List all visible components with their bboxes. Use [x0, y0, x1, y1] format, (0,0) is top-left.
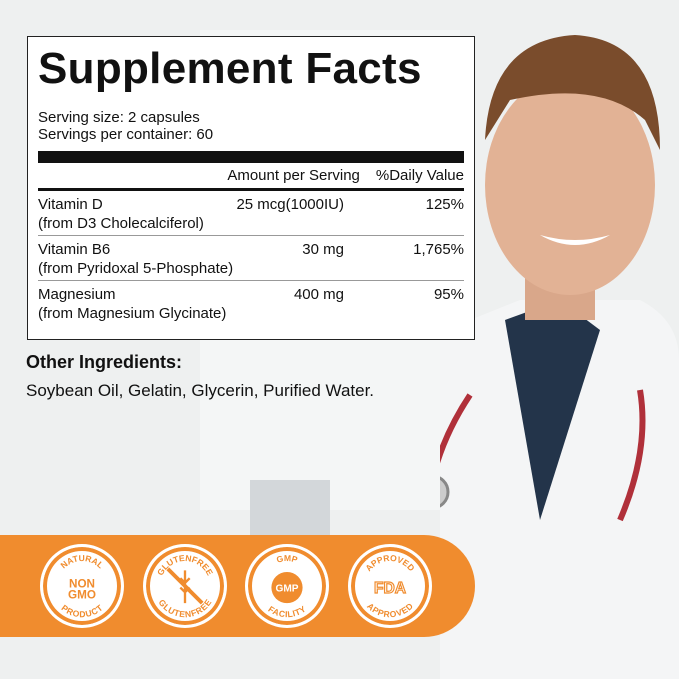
serving-size: Serving size: 2 capsules — [38, 109, 200, 126]
badge-top-text: NATURAL — [59, 553, 106, 570]
badge-center: GMP — [275, 583, 298, 594]
nutrient-name: Vitamin D — [38, 196, 103, 213]
nutrient-source: (from Pyridoxal 5-Phosphate) — [38, 260, 234, 277]
nutrient-dv: 125% — [425, 196, 464, 213]
badge-bottom-text: PRODUCT — [59, 602, 105, 619]
nutrient-dv: 95% — [433, 286, 464, 303]
table-header: Amount per Serving %Daily Value — [38, 163, 464, 191]
nutrient-amount: 25 mcg(1000IU) — [236, 196, 344, 213]
gluten-free-badge: GLUTENFREE GLUTENFREE — [143, 544, 227, 628]
badge-top-text: GMP — [275, 553, 299, 565]
non-gmo-badge: NATURAL PRODUCT NON GMO — [40, 544, 124, 628]
svg-text:GMO: GMO — [68, 588, 96, 601]
fda-approved-badge: APPROVED APPROVED FDA — [348, 544, 432, 628]
nutrient-amount: 30 mg — [302, 241, 344, 258]
nutrient-name: Magnesium — [38, 286, 116, 303]
nutrient-dv: 1,765% — [413, 241, 464, 258]
svg-text:FDA: FDA — [374, 580, 406, 597]
divider — [38, 151, 464, 163]
nutrient-source: (from Magnesium Glycinate) — [38, 305, 227, 322]
nutrient-table: Vitamin D 25 mcg(1000IU) 125% (from D3 Cho… — [38, 191, 464, 325]
nutrient-name: Vitamin B6 — [38, 241, 111, 258]
gmp-facility-badge: GMP FACILITY GMP — [245, 544, 329, 628]
other-ingredients-list: Soybean Oil, Gelatin, Glycerin, Purified… — [26, 381, 375, 400]
header-daily-value: %Daily Value — [375, 167, 464, 184]
table-row: Magnesium 400 mg 95% (from Magnesium Glyci… — [38, 281, 464, 325]
other-ingredients: Other Ingredients: Soybean Oil, Gelatin,… — [26, 352, 374, 401]
panel-title: Supplement Facts — [38, 44, 422, 93]
badge-bottom-text: FACILITY — [266, 604, 307, 620]
badge-bottom-text: APPROVED — [365, 601, 415, 620]
nutrient-source: (from D3 Cholecalciferol) — [38, 215, 204, 232]
servings-per-container: Servings per container: 60 — [38, 126, 214, 143]
other-ingredients-heading: Other Ingredients: — [26, 352, 183, 372]
supplement-facts-panel: Supplement Facts Serving size: 2 capsule… — [27, 36, 475, 340]
badge-band: NATURAL PRODUCT NON GMO GLUTENFREE GLUTEN… — [0, 535, 475, 637]
nutrient-amount: 400 mg — [293, 286, 344, 303]
doctor-photo — [440, 35, 679, 679]
table-row: Vitamin D 25 mcg(1000IU) 125% (from D3 Cho… — [38, 191, 464, 236]
svg-text:NON: NON — [69, 578, 95, 591]
header-amount: Amount per Serving — [227, 167, 360, 184]
table-row: Vitamin B6 30 mg 1,765% (from Pyridoxal 5-… — [38, 236, 464, 281]
badge-top-text: APPROVED — [363, 553, 416, 573]
